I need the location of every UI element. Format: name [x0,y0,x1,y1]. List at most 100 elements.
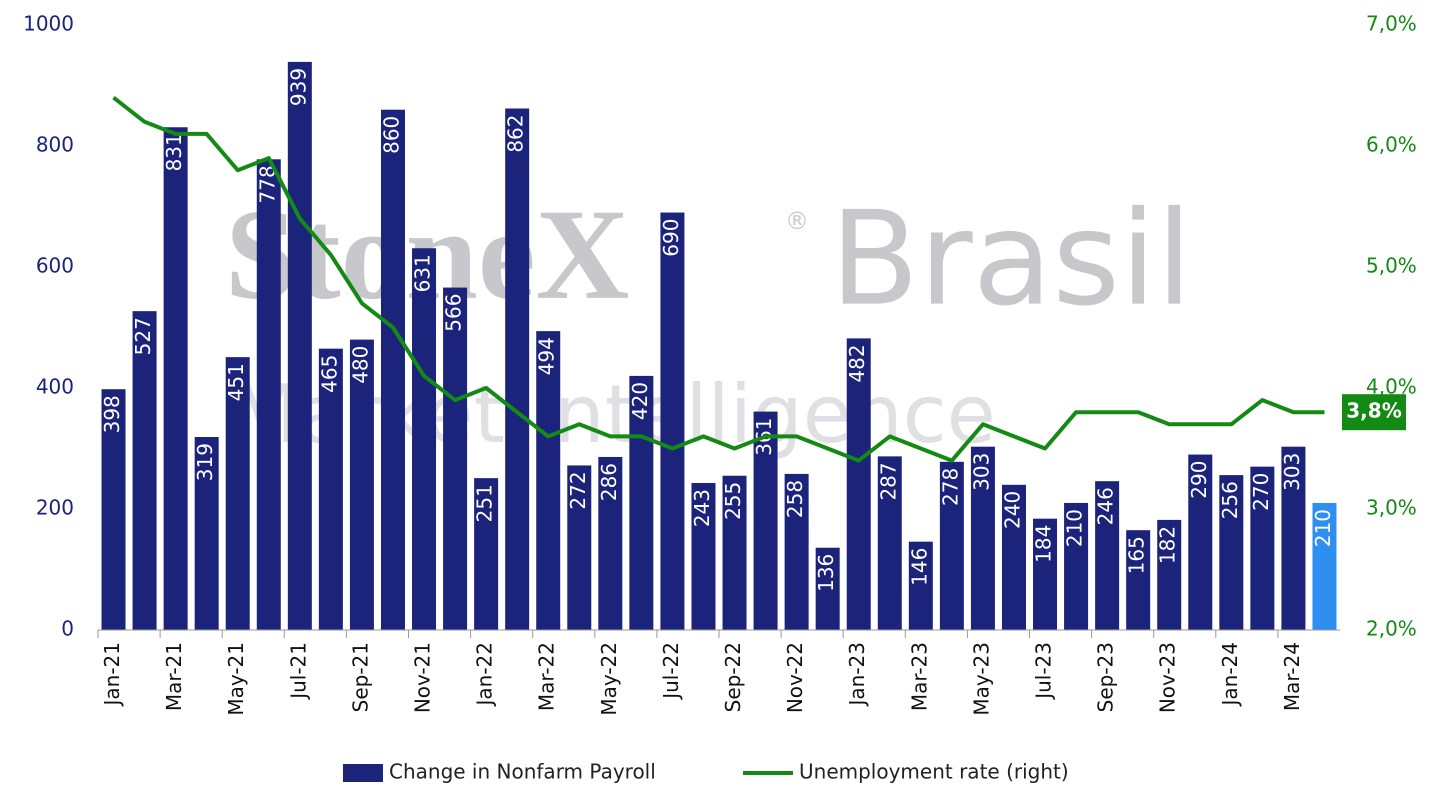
bar-label: 165 [1125,536,1149,574]
x-tick-label: Sep-23 [1094,642,1118,712]
bar-label: 480 [348,346,372,384]
x-tick-label: May-21 [224,642,248,716]
bar-label: 256 [1218,481,1242,519]
watermark: Brasil [830,183,1192,335]
bar-label: 255 [721,482,745,520]
y2-tick-label: 6,0% [1366,133,1417,157]
bar [1157,519,1182,630]
bar [287,61,312,630]
bar-label: 451 [224,363,248,401]
y2-tick-label: 2,0% [1366,617,1417,641]
bar [629,375,654,630]
bar [349,339,374,630]
bar-label: 251 [473,484,497,522]
line [112,96,1325,463]
bar-label: 566 [442,294,466,332]
bar-label: 482 [845,344,869,382]
bar-label: 270 [1249,473,1273,511]
bar [939,461,964,630]
bar [318,348,343,630]
legend-label: Unemployment rate (right) [799,760,1069,784]
x-tick-label: Mar-24 [1280,642,1304,711]
bar [970,446,995,630]
bar-label: 319 [193,443,217,481]
bar [256,159,281,630]
bar-label: 303 [1280,453,1304,491]
bar-label: 210 [1063,509,1087,547]
bar-label: 246 [1094,487,1118,525]
bar-label: 398 [100,395,124,433]
y2-tick-label: 3,0% [1366,496,1417,520]
bar [567,465,592,630]
y-tick-label: 200 [36,496,74,520]
bar [1219,475,1244,630]
bar [1312,502,1337,630]
bar-label: 184 [1032,525,1056,563]
x-tick-label: Sep-21 [348,642,372,712]
x-tick-label: Jan-24 [1218,642,1242,708]
bar [1281,446,1306,630]
bar [536,331,561,630]
bar [474,478,499,630]
y-tick-label: 400 [36,375,74,399]
bar [443,287,468,630]
bar [722,475,747,630]
x-tick-label: Jul-22 [659,642,683,701]
bar-label: 420 [628,382,652,420]
bar [908,541,933,630]
y2-tick-label: 5,0% [1366,254,1417,278]
bar-label: 243 [690,489,714,527]
x-tick-label: May-22 [597,642,621,716]
y-tick-label: 600 [36,254,74,278]
bar-label: 527 [131,317,155,355]
bar-label: 240 [1000,491,1024,529]
value-label-box [1342,394,1406,431]
bar [1126,530,1151,630]
x-tick-label: Mar-22 [535,642,559,711]
bar [380,109,405,630]
bar [163,127,188,631]
bar [691,482,716,630]
bar-label: 860 [379,116,403,154]
bar-label: 287 [876,462,900,500]
bar-label: 494 [535,337,559,375]
bar [753,411,778,630]
bar-label: 290 [1187,461,1211,499]
x-tick-label: Sep-22 [721,642,745,712]
x-tick-label: Jul-23 [1032,642,1056,701]
bar [1250,466,1275,630]
bar [505,108,530,631]
value-label: 3,8% [1346,399,1401,423]
bar [660,212,685,631]
y-tick-label: 800 [36,133,74,157]
bar-label: 286 [597,463,621,501]
bar [1064,502,1089,630]
y2-tick-label: 7,0% [1366,12,1417,36]
bar-label: 272 [566,471,590,509]
bar [194,437,219,630]
bar [1033,518,1058,630]
bar-label: 136 [814,554,838,592]
bar-label: 146 [907,548,931,586]
bar [877,456,902,630]
bar-label: 465 [317,355,341,393]
x-tick-label: Jan-21 [100,642,124,708]
bar [132,311,157,630]
x-tick-label: Mar-21 [162,642,186,711]
bar [1188,454,1213,630]
bar-label: 831 [162,133,186,171]
bar [412,248,437,630]
bar [815,547,840,630]
bar-label: 303 [969,453,993,491]
x-tick-label: Jan-23 [845,642,869,708]
bar [784,473,809,630]
bar [598,456,623,630]
y-tick-label: 0 [61,617,74,641]
watermark: Market Intelligence [230,368,996,461]
bar [101,389,126,630]
x-tick-label: Jan-22 [473,642,497,708]
legend-swatch [343,764,383,782]
bar [1095,481,1120,630]
